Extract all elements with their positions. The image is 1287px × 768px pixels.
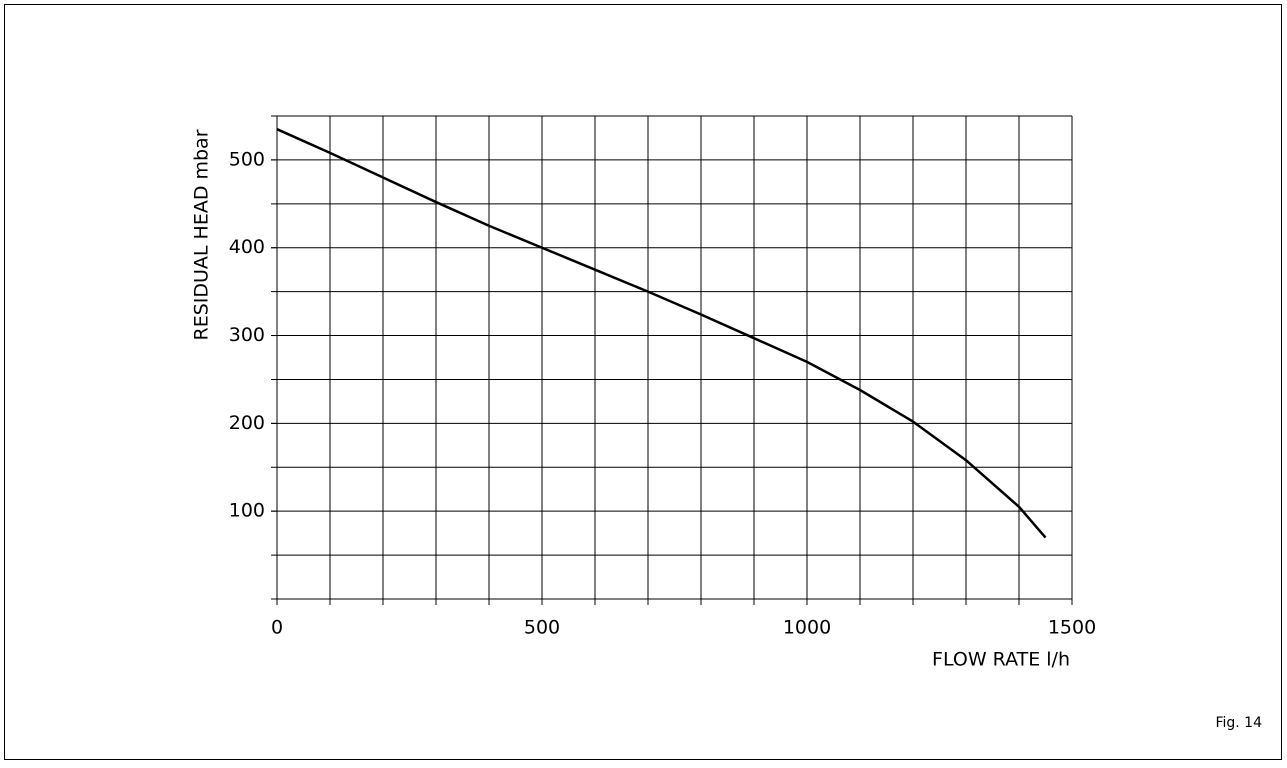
y-tick-label: 400: [229, 236, 265, 258]
x-tick-label: 1500: [1048, 617, 1096, 639]
x-tick-label: 500: [524, 617, 560, 639]
x-axis-label: FLOW RATE l/h: [932, 649, 1070, 671]
y-tick-label: 100: [229, 500, 265, 522]
frame: [4, 4, 1282, 760]
y-tick-label: 500: [229, 148, 265, 170]
y-tick-label: 200: [229, 412, 265, 434]
data-line: [276, 128, 1047, 539]
x-tick-label: 1000: [783, 617, 831, 639]
y-tick-label: 300: [229, 324, 265, 346]
x-tick-label: 0: [271, 617, 283, 639]
figure-label: Fig. 14: [1215, 715, 1262, 731]
y-axis-label: RESIDUAL HEAD mbar: [191, 129, 213, 340]
